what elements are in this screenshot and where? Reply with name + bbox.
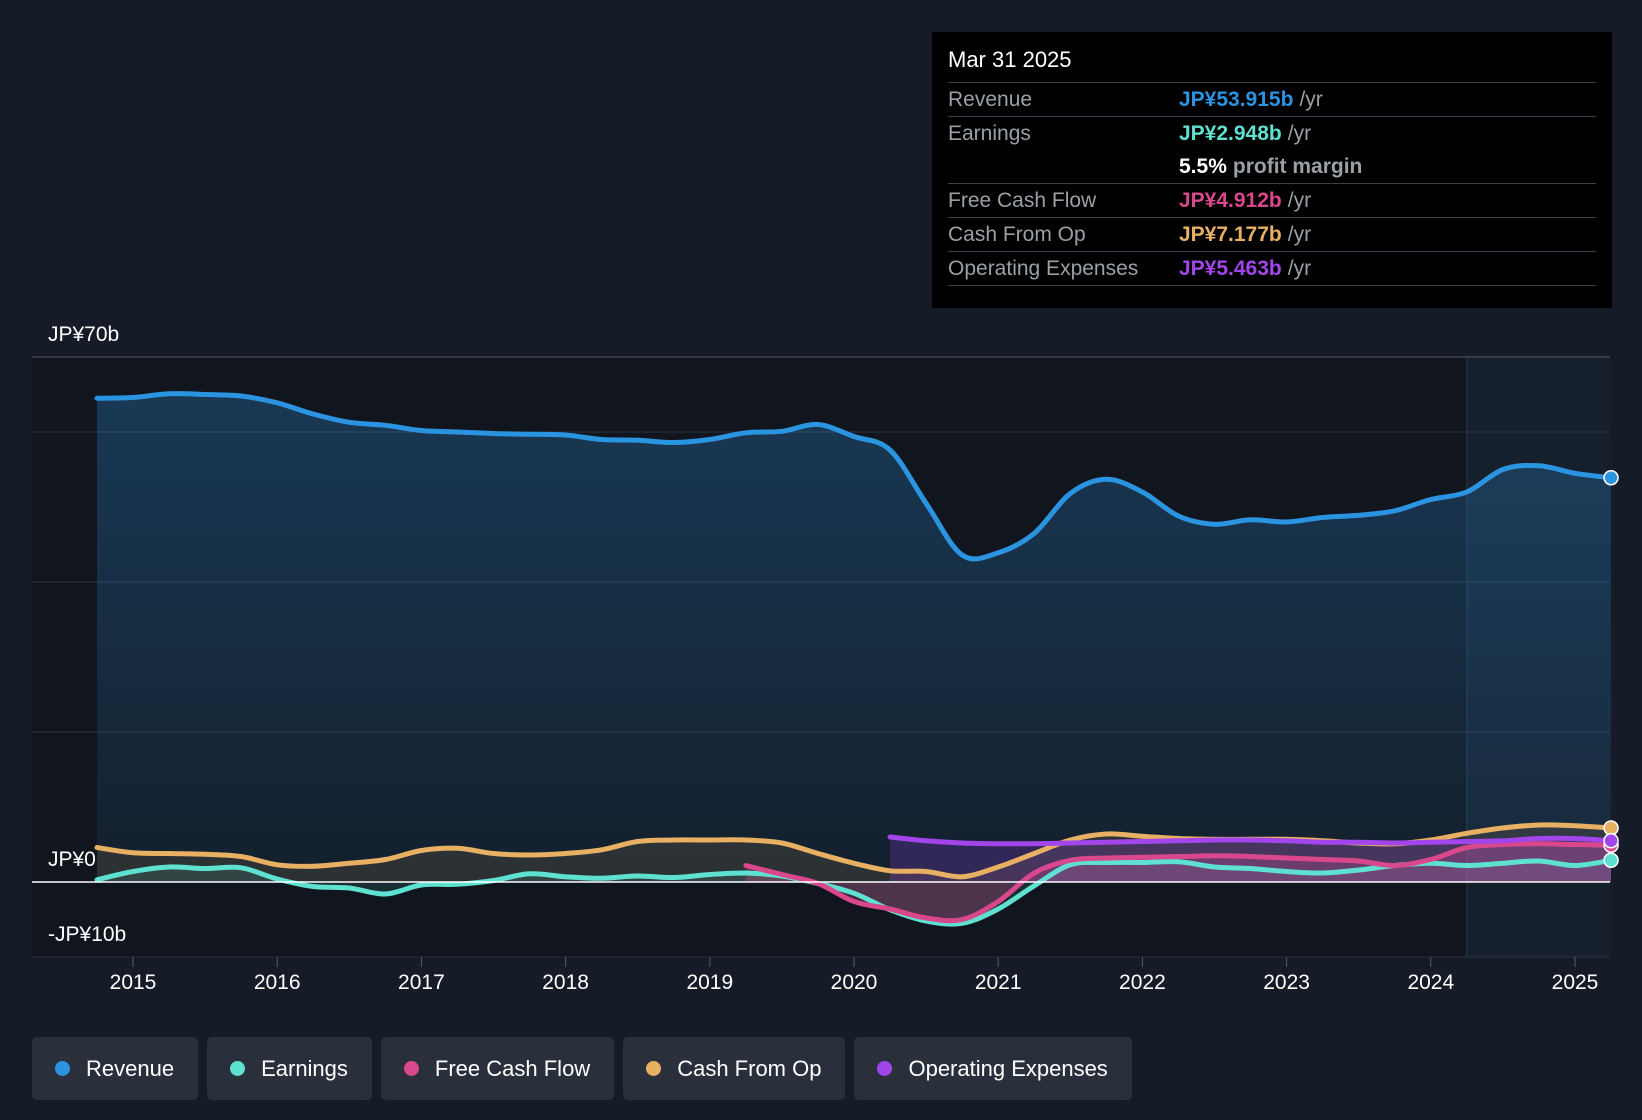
x-tick-label: 2021 — [975, 971, 1022, 994]
earnings-end-point — [1603, 852, 1619, 868]
tooltip-unit: profit margin — [1232, 154, 1363, 178]
tooltip-row-profit-margin: 5.5% profit margin — [948, 150, 1596, 183]
x-tick-label: 2019 — [686, 971, 733, 994]
legend-label: Operating Expenses — [908, 1055, 1108, 1081]
free-cash-flow-line — [743, 841, 1614, 924]
revenue-area — [97, 393, 1611, 882]
tooltip-unit: /yr — [1287, 188, 1312, 212]
legend-label: Revenue — [86, 1055, 175, 1081]
tooltip-row-revenue: Revenue JP¥53.915b /yr — [948, 82, 1596, 116]
tooltip-label: Operating Expenses — [948, 256, 1139, 280]
data-tooltip: Mar 31 2025 Revenue JP¥53.915b /yr Earni… — [932, 32, 1612, 308]
legend-label: Earnings — [261, 1055, 348, 1081]
tooltip-label: Earnings — [948, 121, 1031, 145]
y-tick-label: -JP¥10b — [48, 923, 126, 946]
series-endpoints — [1603, 470, 1619, 868]
legend-item-revenue[interactable]: Revenue — [32, 1037, 199, 1100]
operating-expenses-area — [890, 837, 1611, 882]
legend-item-operating-expenses[interactable]: Operating Expenses — [854, 1037, 1132, 1100]
y-tick-label: JP¥0 — [48, 848, 96, 871]
x-axis-labels: 2015 2016 2017 2018 2019 2020 2021 2022 2023 2024… — [110, 957, 1599, 994]
x-tick-label: 2020 — [831, 971, 878, 994]
x-tick-label: 2024 — [1407, 971, 1454, 994]
y-tick-label: JP¥70b — [48, 323, 119, 346]
tooltip-label: Free Cash Flow — [948, 188, 1097, 212]
series-lines — [94, 391, 1614, 927]
x-tick-label: 2016 — [254, 971, 301, 994]
tooltip-unit: /yr — [1299, 87, 1323, 111]
x-tick-label: 2022 — [1119, 971, 1166, 994]
tooltip-row-free-cash-flow: Free Cash Flow JP¥4.912b /yr — [948, 183, 1596, 217]
revenue-line — [94, 391, 1614, 562]
cash-from-op-dot-icon — [646, 1061, 662, 1076]
x-tick-label: 2015 — [110, 971, 157, 994]
legend: Revenue Earnings Free Cash Flow Cash Fro… — [32, 1037, 1132, 1100]
legend-item-free-cash-flow[interactable]: Free Cash Flow — [380, 1037, 615, 1100]
tooltip-label: Cash From Op — [948, 222, 1086, 246]
tooltip-value: JP¥53.915b — [1179, 87, 1294, 111]
earnings-line — [94, 857, 1614, 927]
x-tick-label: 2018 — [542, 971, 589, 994]
tooltip-row-operating-expenses: Operating Expenses JP¥5.463b /yr — [948, 251, 1596, 286]
legend-label: Free Cash Flow — [434, 1055, 591, 1081]
tooltip-label: Revenue — [948, 87, 1033, 111]
free-cash-flow-dot-icon — [403, 1061, 419, 1076]
y-axis-labels: JP¥70b JP¥0 -JP¥10b — [48, 323, 126, 946]
tooltip-date: Mar 31 2025 — [948, 47, 1072, 72]
earnings-dot-icon — [230, 1061, 246, 1076]
cash-from-op-end-point — [1603, 820, 1619, 836]
tooltip-unit: /yr — [1287, 256, 1312, 280]
tooltip-unit: /yr — [1287, 222, 1312, 246]
operating-expenses-end-point — [1603, 833, 1619, 849]
x-tick-label: 2025 — [1552, 971, 1599, 994]
tooltip-unit: /yr — [1287, 121, 1312, 145]
tooltip-value: JP¥5.463b — [1179, 256, 1282, 280]
x-tick-label: 2017 — [398, 971, 445, 994]
tooltip-value: 5.5% — [1179, 154, 1227, 178]
legend-item-earnings[interactable]: Earnings — [207, 1037, 372, 1100]
tooltip-row-cash-from-op: Cash From Op JP¥7.177b /yr — [948, 217, 1596, 251]
revenue-end-point — [1603, 470, 1619, 486]
revenue-dot-icon — [55, 1061, 70, 1076]
free-cash-flow-area — [745, 843, 1611, 921]
legend-item-cash-from-op[interactable]: Cash From Op — [623, 1037, 846, 1100]
x-tick-label: 2023 — [1263, 971, 1310, 994]
tooltip-value: JP¥2.948b — [1179, 121, 1282, 145]
legend-label: Cash From Op — [677, 1055, 822, 1081]
operating-expenses-line — [887, 834, 1614, 847]
tooltip-value: JP¥4.912b — [1179, 188, 1282, 212]
operating-expenses-dot-icon — [877, 1061, 893, 1076]
tooltip-value: JP¥7.177b — [1179, 222, 1282, 246]
tooltip-row-earnings: Earnings JP¥2.948b /yr — [948, 116, 1596, 150]
